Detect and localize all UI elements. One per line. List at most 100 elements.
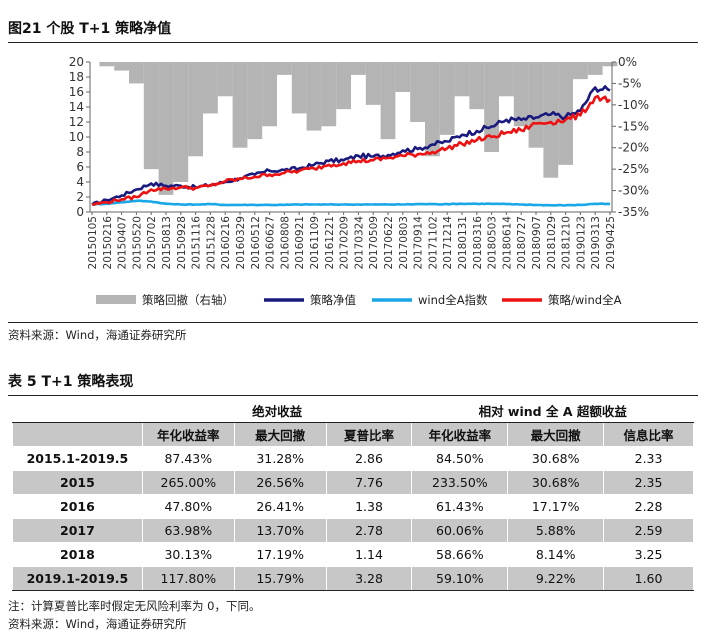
table-cell: 8.14% xyxy=(507,542,605,567)
x-tick-label: 20150520 xyxy=(131,216,143,269)
x-tick-label: 20170509 xyxy=(368,216,380,269)
x-tick-label: 20150702 xyxy=(146,216,158,269)
group-header-row: 绝对收益 相对 wind 全 A 超额收益 xyxy=(12,398,694,423)
table-cell: 2.78 xyxy=(325,518,413,543)
x-tick-label: 20181210 xyxy=(561,216,573,269)
table-cell: 5.88% xyxy=(507,518,605,543)
table-cell: 13.70% xyxy=(233,518,327,543)
table-row: 2015 265.00% 26.56% 7.76 233.50% 30.68% … xyxy=(12,470,694,495)
y-right-tick-label: 0% xyxy=(618,55,637,69)
x-tick-label: 20151228 xyxy=(205,216,217,269)
x-tick-label: 20150813 xyxy=(161,216,173,269)
x-tick-label: 20161221 xyxy=(324,216,336,269)
table-row: 2019.1-2019.5 117.80% 15.79% 3.28 59.10%… xyxy=(12,566,694,591)
table-cell: 30.68% xyxy=(507,446,605,471)
y-left-tick-label: 6 xyxy=(76,160,84,174)
x-tick-label: 20170209 xyxy=(339,216,351,269)
row-label: 2018 xyxy=(12,542,143,567)
y-left-tick-label: 4 xyxy=(76,175,84,189)
x-tick-label: 20171102 xyxy=(427,216,439,269)
drawdown-bar xyxy=(232,62,248,148)
drawdown-bar xyxy=(439,62,455,135)
y-left-tick-label: 16 xyxy=(69,85,84,99)
x-tick-label: 20160627 xyxy=(265,216,277,269)
x-tick-label: 20170803 xyxy=(398,216,410,269)
drawdown-bar xyxy=(602,62,618,67)
table-cell: 60.06% xyxy=(411,518,509,543)
row-label: 2015.1-2019.5 xyxy=(12,446,143,471)
column-header: 年化收益率 xyxy=(141,422,235,447)
drawdown-bar xyxy=(573,62,588,80)
drawdown-bar xyxy=(499,62,514,97)
column-header-row: 年化收益率 最大回撤 夏普比率 年化收益率 最大回撤 信息比率 xyxy=(12,422,694,447)
corner-cell xyxy=(12,398,143,423)
drawdown-bar xyxy=(306,62,322,131)
table-cell: 2.33 xyxy=(603,446,694,471)
legend-label: 策略/wind全A xyxy=(548,293,622,307)
drawdown-bar xyxy=(469,62,485,110)
x-tick-label: 20171214 xyxy=(442,216,454,270)
performance-table: 绝对收益 相对 wind 全 A 超额收益 年化收益率 最大回撤 夏普比率 年化… xyxy=(12,398,694,591)
drawdown-bar xyxy=(158,62,174,195)
drawdown-bar xyxy=(336,62,351,110)
row-label: 2015 xyxy=(12,470,143,495)
table-cell: 2.35 xyxy=(603,470,694,495)
chart-legend: 策略回撤（右轴） 策略净值 wind全A指数 策略/wind全A xyxy=(96,293,622,307)
drawdown-bar xyxy=(277,62,292,75)
row-label: 2019.1-2019.5 xyxy=(12,566,143,591)
group-header-absolute: 绝对收益 xyxy=(141,398,413,423)
x-tick-label: 20170622 xyxy=(383,216,395,269)
table-cell: 63.98% xyxy=(141,518,235,543)
column-header-blank xyxy=(12,422,143,447)
column-header: 信息比率 xyxy=(603,422,694,447)
column-header: 年化收益率 xyxy=(411,422,509,447)
table-cell: 26.41% xyxy=(233,494,327,519)
table-cell: 233.50% xyxy=(411,470,509,495)
table-cell: 17.17% xyxy=(507,494,605,519)
table-cell: 9.22% xyxy=(507,566,605,591)
table-row: 2016 47.80% 26.41% 1.38 61.43% 17.17% 2.… xyxy=(12,494,694,519)
table-cell: 117.80% xyxy=(141,566,235,591)
drawdown-bar xyxy=(425,62,440,157)
table-caption: 表 5 T+1 策略表现 xyxy=(8,374,134,390)
table-cell: 7.76 xyxy=(325,470,413,495)
table-cell: 87.43% xyxy=(141,446,235,471)
y-right-tick-label: -5% xyxy=(618,76,641,90)
x-tick-label: 20160808 xyxy=(279,216,291,269)
x-tick-label: 20180907 xyxy=(531,216,543,269)
table-cell: 30.68% xyxy=(507,470,605,495)
drawdown-bar xyxy=(380,62,396,140)
series-line xyxy=(91,199,611,207)
drawdown-bar xyxy=(484,62,499,152)
row-label: 2016 xyxy=(12,494,143,519)
drawdown-bar xyxy=(173,62,189,182)
x-tick-label: 20170914 xyxy=(413,216,425,270)
table-cell: 1.14 xyxy=(325,542,413,567)
table-cell: 3.28 xyxy=(325,566,413,591)
drawdown-bar xyxy=(247,62,263,140)
y-right-tick-label: -15% xyxy=(618,119,649,133)
drawdown-bar xyxy=(587,62,603,75)
y-right-tick-label: -20% xyxy=(618,141,649,155)
x-tick-label: 20150105 xyxy=(87,216,99,269)
drawdown-bar xyxy=(528,62,544,148)
drawdown-bar xyxy=(351,62,366,75)
drawdown-bar xyxy=(114,62,129,71)
row-label: 2017 xyxy=(12,518,143,543)
drawdown-bar xyxy=(543,62,559,178)
x-tick-label: 20160216 xyxy=(220,216,232,270)
table-cell: 31.28% xyxy=(233,446,327,471)
x-tick-label: 20180131 xyxy=(457,216,469,269)
table-cell: 3.25 xyxy=(603,542,694,567)
figure-bottom-rule xyxy=(8,322,698,323)
drawdown-bar xyxy=(513,62,529,127)
x-tick-label: 20160329 xyxy=(235,216,247,269)
drawdown-bar xyxy=(188,62,203,157)
group-header-relative: 相对 wind 全 A 超额收益 xyxy=(411,398,694,423)
drawdown-bar xyxy=(291,62,307,114)
legend-label: 策略回撤（右轴） xyxy=(142,293,234,307)
figure-source: 资料来源：Wind，海通证券研究所 xyxy=(8,328,187,342)
x-tick-label: 20170324 xyxy=(353,216,365,270)
